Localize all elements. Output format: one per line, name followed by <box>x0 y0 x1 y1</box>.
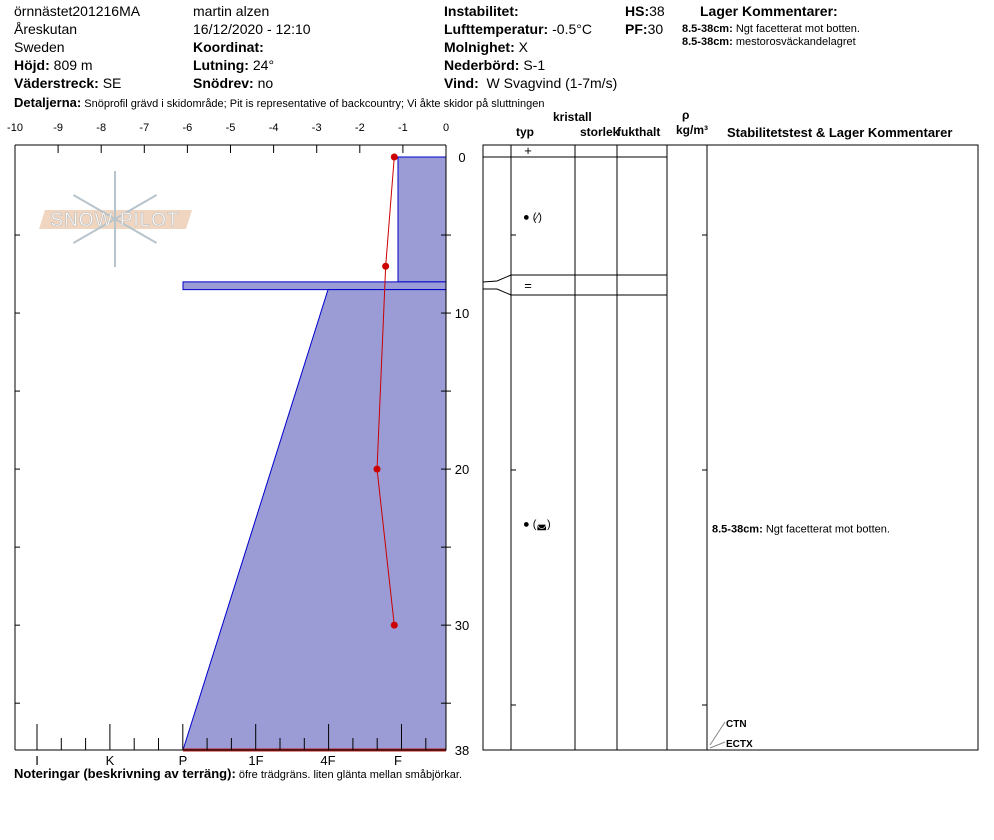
detalj: Snöprofil grävd i skidområde; Pit is rep… <box>84 98 545 110</box>
lager-range: 8.5-38cm: <box>682 36 733 48</box>
temperature-point <box>390 153 398 161</box>
temp-tick-label: -5 <box>226 122 236 134</box>
detalj-label: Detaljerna: <box>14 95 82 110</box>
depth-tick-label: 10 <box>455 306 469 321</box>
hardness-tick-label: I <box>35 753 39 768</box>
grain-symbol: ● (⁄) <box>523 211 542 223</box>
temperature-point <box>373 465 381 473</box>
depth-tick-label: 30 <box>455 618 469 633</box>
neder: S-1 <box>523 57 546 73</box>
lutning: 24° <box>252 57 275 73</box>
temp-tick-label: -1 <box>398 122 408 134</box>
koord-label: Koordinat: <box>193 39 264 55</box>
vind-label: Vind: <box>444 75 479 91</box>
layer-connector <box>482 274 512 283</box>
lager-text: mestorosväckandelagret <box>735 36 856 48</box>
moln: X <box>518 39 528 55</box>
col-fukthalt: fukthalt <box>617 125 661 139</box>
stability-arrow <box>709 741 726 749</box>
notes-label: Noteringar (beskrivning av terräng): <box>14 766 236 781</box>
luft: -0.5°C <box>552 21 592 37</box>
temp-tick-label: -9 <box>53 122 63 134</box>
vader-label: Väderstreck: <box>14 75 99 91</box>
depth-tick-label: 38 <box>455 743 469 758</box>
hardness-tick-label: 4F <box>320 753 335 768</box>
layer-comment: 8.5-38cm: Ngt facetterat mot botten. <box>712 524 890 536</box>
temp-tick-label: -6 <box>183 122 193 134</box>
depth-tick-label: 0 <box>458 150 465 165</box>
temp-tick-label: -2 <box>355 122 365 134</box>
layer-table <box>482 144 979 751</box>
temperature-point <box>390 621 398 629</box>
temperature-point <box>382 262 390 270</box>
layer-connector <box>483 288 512 296</box>
location: Åreskutan <box>14 21 78 37</box>
hs: 38 <box>649 3 665 19</box>
notes-text: öfre trädgräns. liten glänta mellan småb… <box>238 769 463 781</box>
stability-test: ECTX <box>726 739 753 750</box>
hs-label: HS: <box>625 3 650 19</box>
temperature-line <box>376 156 395 626</box>
stability-arrow <box>709 721 726 746</box>
lager-title: Lager Kommentarer: <box>700 3 838 19</box>
observer: martin alzen <box>193 3 270 19</box>
grain-symbol: ● (◛) <box>523 519 551 531</box>
temp-tick-label: 0 <box>443 122 449 134</box>
temp-tick-label: -8 <box>96 122 106 134</box>
snowflake-icon <box>72 194 158 244</box>
col-typ: typ <box>516 125 534 139</box>
pf-label: PF: <box>625 21 648 37</box>
col-density: kg/m³ <box>676 123 709 137</box>
moln-label: Molnighet: <box>444 39 515 55</box>
luft-label: Lufttemperatur: <box>444 21 549 37</box>
snodrev-label: Snödrev: <box>193 75 254 91</box>
col-kristall: kristall <box>553 110 592 124</box>
grain-type: + <box>524 143 532 158</box>
hardness-tick-label: K <box>106 753 115 768</box>
temp-tick-label: -7 <box>139 122 149 134</box>
neder-label: Nederbörd: <box>444 57 520 73</box>
depth-tick-label: 20 <box>455 462 469 477</box>
hardness-tick-label: 1F <box>248 753 263 768</box>
col-storlek: storlek <box>580 125 620 139</box>
lutning-label: Lutning: <box>193 57 249 73</box>
logo-text: SNOW PILOT <box>50 210 179 231</box>
country: Sweden <box>14 39 65 55</box>
lager-text: Ngt facetterat mot botten. <box>735 23 860 35</box>
pf: 30 <box>647 21 664 37</box>
temp-tick-label: -3 <box>312 122 322 134</box>
datetime: 16/12/2020 - 12:10 <box>193 21 311 37</box>
temp-tick-label: -10 <box>7 122 23 134</box>
instab-label: Instabilitet: <box>444 3 519 19</box>
stability-test: CTN <box>726 719 747 730</box>
col-rho: ρ <box>682 108 690 122</box>
hardness-tick-label: P <box>179 753 188 768</box>
hardness-tick-label: F <box>394 753 402 768</box>
vind: W Svagvind (1-7m/s) <box>486 75 618 91</box>
hardness-layer <box>182 289 447 751</box>
temp-tick-label: -4 <box>269 122 279 134</box>
lager-range: 8.5-38cm: <box>682 23 733 35</box>
hojd-label: Höjd: <box>14 57 50 73</box>
snodrev: no <box>257 75 274 91</box>
hardness-layer <box>397 156 447 283</box>
site-name: örnnästet201216MA <box>14 3 141 19</box>
hardness-layer <box>182 281 447 291</box>
vaderstreck: SE <box>102 75 122 91</box>
hojd: 809 m <box>53 57 93 73</box>
col-stab: Stabilitetstest & Lager Kommentarer <box>727 125 953 140</box>
grain-type: = <box>524 278 532 293</box>
